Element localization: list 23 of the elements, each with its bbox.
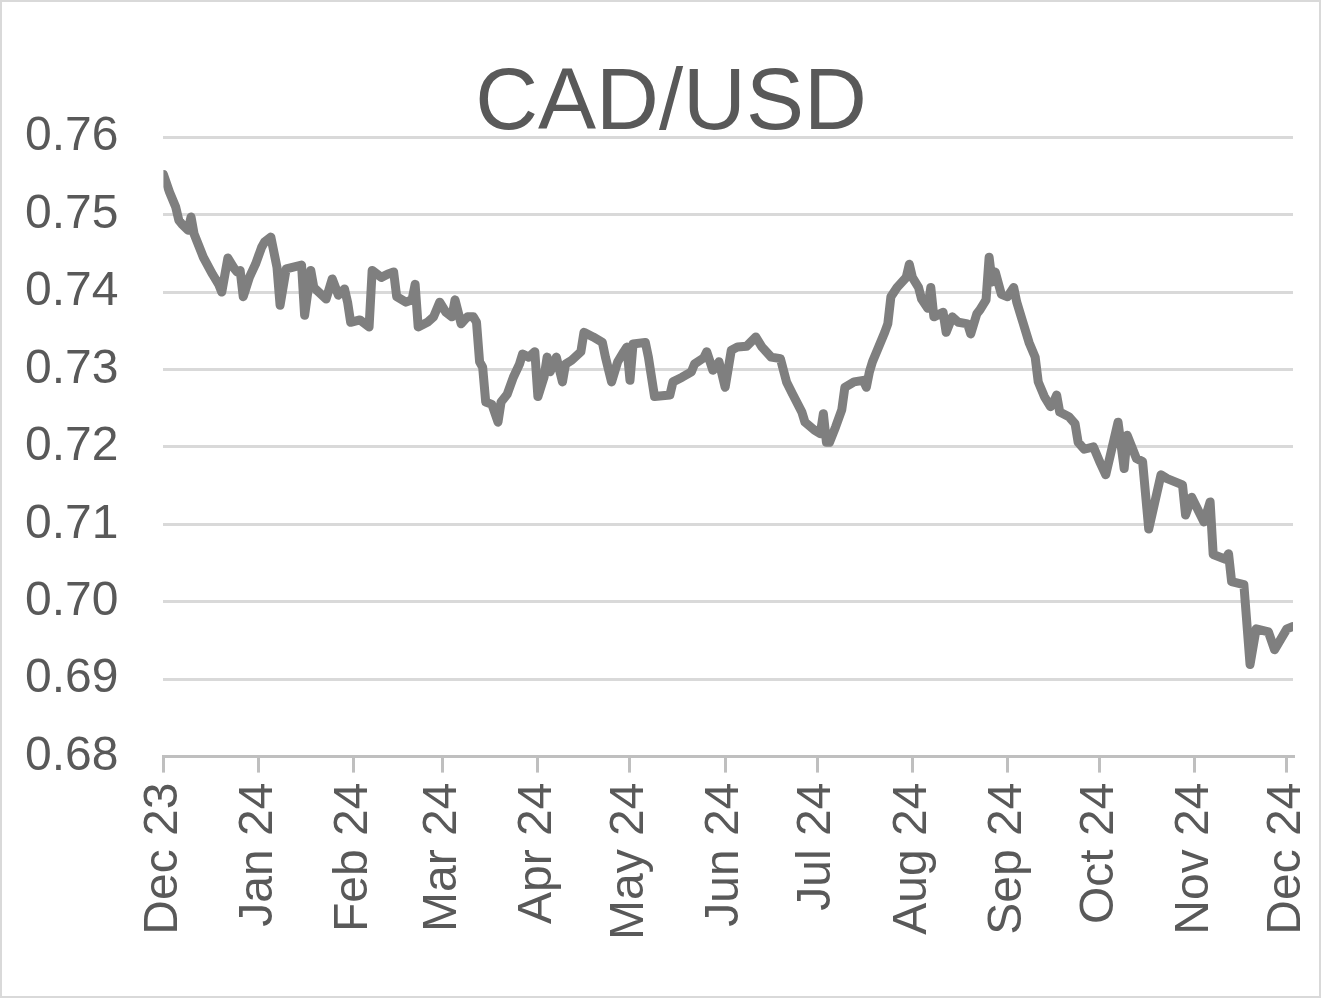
x-tick-label: Jul 24 <box>787 782 841 911</box>
x-tick-label: Sep 24 <box>977 782 1031 935</box>
chart-title: CAD/USD <box>475 49 867 147</box>
y-tick-label: 0.68 <box>25 726 119 780</box>
y-tick-label: 0.69 <box>25 649 119 703</box>
x-tick-label: Aug 24 <box>882 782 936 935</box>
x-tick-label: Dec 24 <box>1257 782 1311 935</box>
y-tick-label: 0.76 <box>25 107 119 161</box>
x-tick-label: Dec 23 <box>133 782 187 935</box>
y-tick-label: 0.75 <box>25 184 119 238</box>
x-tick-label: Jun 24 <box>695 782 749 927</box>
x-tick-label: Apr 24 <box>508 782 562 925</box>
x-tick-label: Oct 24 <box>1069 782 1123 924</box>
y-tick-label: 0.74 <box>25 262 119 316</box>
x-tick-label: Feb 24 <box>323 782 377 933</box>
y-tick-label: 0.73 <box>25 339 119 393</box>
x-tick-label: Nov 24 <box>1165 782 1219 935</box>
y-tick-label: 0.70 <box>25 571 119 625</box>
y-tick-label: 0.72 <box>25 417 119 471</box>
x-tick-label: Mar 24 <box>412 782 466 932</box>
x-tick-label: May 24 <box>600 782 654 940</box>
y-tick-label: 0.71 <box>25 494 119 548</box>
x-tick-label: Jan 24 <box>228 782 282 927</box>
